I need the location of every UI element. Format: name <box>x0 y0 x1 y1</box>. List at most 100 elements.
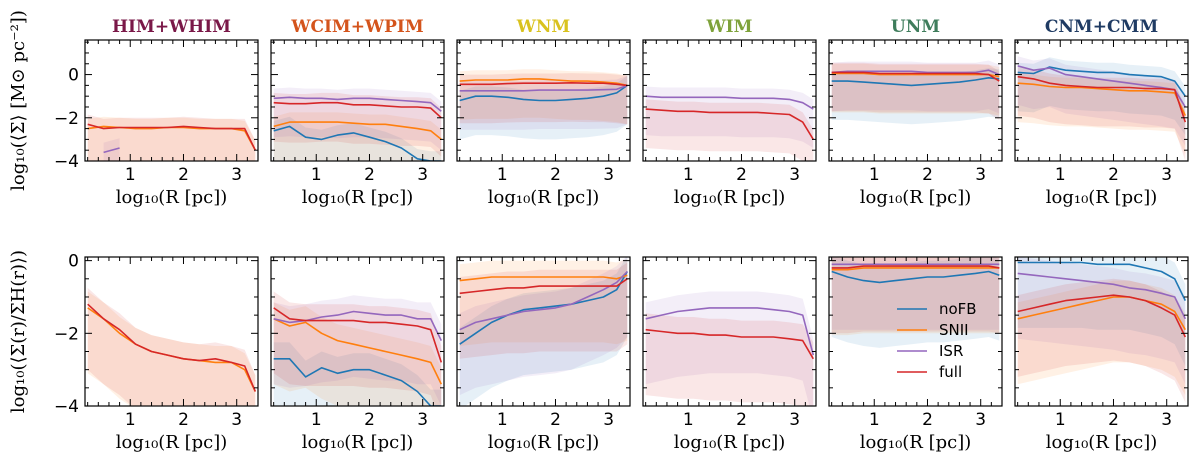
panel-plot-area <box>459 69 628 140</box>
line-noFB <box>459 271 628 345</box>
band-SNII <box>87 291 256 406</box>
x-axis-label: log₁₀(R [pc]) <box>1046 432 1158 453</box>
legend-label-SNII: SNII <box>939 321 969 339</box>
line-SNII <box>459 274 628 282</box>
row-0-y-label: log₁₀(⟨Σ⟩ [M⊙ pc⁻²]) <box>8 10 29 191</box>
x-tick-label: 1 <box>683 410 694 430</box>
line-SNII <box>831 72 1000 78</box>
panel-plot-area <box>645 291 815 406</box>
band-SNII <box>273 112 442 161</box>
panel-plot-area <box>1017 56 1187 161</box>
line-ISR <box>645 95 814 110</box>
x-tick-label: 2 <box>736 410 747 430</box>
line-full <box>273 101 442 119</box>
x-tick-label: 3 <box>975 165 986 185</box>
panel-plot-area <box>1017 257 1187 403</box>
x-tick-label: 2 <box>922 410 933 430</box>
x-tick-label: 1 <box>1055 410 1066 430</box>
line-noFB <box>459 84 628 102</box>
y-tick-label: −4 <box>54 397 79 417</box>
x-axis-label: log₁₀(R [pc]) <box>302 187 414 208</box>
x-axis-label: log₁₀(R [pc]) <box>116 432 228 453</box>
legend: noFB SNII ISR full <box>897 300 977 381</box>
line-full <box>1017 294 1187 338</box>
x-tick-label: 1 <box>869 165 880 185</box>
line-ISR <box>459 84 628 92</box>
band-noFB <box>459 257 628 406</box>
x-tick-label: 1 <box>311 165 322 185</box>
x-tick-label: 2 <box>364 410 375 430</box>
line-full <box>459 82 628 87</box>
column-title-2: WNM <box>516 17 571 37</box>
column-title-1: WCIM+WPIM <box>290 17 423 37</box>
panel-frame <box>270 256 445 407</box>
band-full <box>273 92 442 157</box>
x-tick-label: 1 <box>497 165 508 185</box>
panel-frame <box>456 256 631 407</box>
legend-label-full: full <box>939 363 962 381</box>
panel-plot-area <box>87 287 257 406</box>
line-noFB <box>273 125 442 161</box>
panel-frame <box>1014 256 1189 407</box>
x-axis-label: log₁₀(R [pc]) <box>860 187 972 208</box>
line-SNII <box>831 267 1000 271</box>
panel-plot-area <box>87 114 257 161</box>
x-tick-label: 2 <box>178 165 189 185</box>
column-title-0: HIM+WHIM <box>112 17 231 37</box>
line-full <box>645 108 814 140</box>
panel-plot-area <box>273 87 442 161</box>
x-tick-label: 2 <box>550 165 561 185</box>
x-tick-label: 1 <box>869 410 880 430</box>
band-full <box>831 257 1000 334</box>
line-ISR <box>645 307 815 356</box>
line-SNII <box>273 121 442 141</box>
panel-plot-area <box>273 291 443 406</box>
band-full <box>87 287 256 406</box>
x-tick-label: 1 <box>125 410 136 430</box>
band-noFB <box>459 75 628 140</box>
line-full <box>87 303 257 392</box>
band-full <box>645 99 814 161</box>
x-axis-label: log₁₀(R [pc]) <box>488 432 600 453</box>
x-axis-label: log₁₀(R [pc]) <box>302 432 414 453</box>
band-SNII <box>1017 73 1186 155</box>
x-axis-label: log₁₀(R [pc]) <box>674 187 786 208</box>
legend-label-ISR: ISR <box>939 342 963 360</box>
line-full <box>459 278 628 295</box>
line-full <box>831 265 1000 269</box>
line-noFB <box>831 77 1000 87</box>
y-tick-label: −2 <box>54 324 79 344</box>
x-tick-label: 2 <box>178 410 189 430</box>
x-tick-label: 1 <box>683 165 694 185</box>
line-noFB <box>1017 261 1187 301</box>
y-tick-label: −4 <box>54 152 79 172</box>
line-ISR <box>273 96 442 112</box>
line-SNII <box>1017 82 1187 116</box>
x-tick-label: 2 <box>736 165 747 185</box>
band-full <box>459 73 628 125</box>
band-ISR <box>1017 56 1186 146</box>
panel-plot-area <box>831 60 1000 125</box>
column-title-3: WIM <box>706 17 753 37</box>
x-tick-label: 2 <box>1108 410 1119 430</box>
line-ISR <box>831 69 1000 76</box>
legend-label-noFB: noFB <box>939 300 977 318</box>
band-SNII <box>831 257 1000 336</box>
line-full <box>87 123 257 151</box>
line-noFB <box>273 358 442 406</box>
x-tick-label: 3 <box>417 165 428 185</box>
column-title-4: UNM <box>891 17 940 37</box>
x-axis-label: log₁₀(R [pc]) <box>488 187 600 208</box>
line-noFB <box>831 270 1000 284</box>
column-title-5: CNM+CMM <box>1045 17 1158 37</box>
line-full <box>645 328 814 360</box>
panel-frame <box>828 256 1003 407</box>
panel-r0-c0: 1 2 3 0 −2 −4 log₁₀(R [pc]) <box>54 39 259 208</box>
line-ISR <box>103 147 120 154</box>
